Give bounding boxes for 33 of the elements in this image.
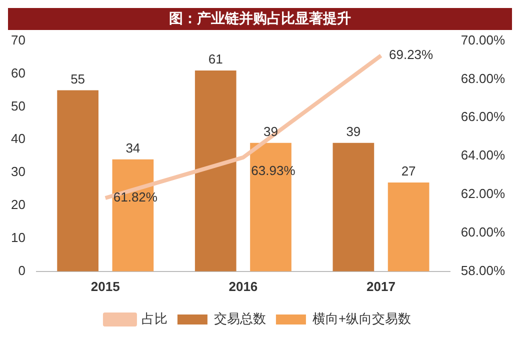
y-tick-label: 50 xyxy=(10,98,26,114)
y2-tick-label: 68.00% xyxy=(460,70,506,86)
x-tick-label: 2016 xyxy=(228,278,258,294)
y-tick-label: 20 xyxy=(10,197,26,212)
legend-label: 横向+纵向交易数 xyxy=(312,311,412,326)
y-tick-label: 0 xyxy=(18,262,26,278)
y2-tick-label: 66.00% xyxy=(460,109,506,124)
x-tick-label: 2017 xyxy=(366,278,396,294)
data-label: 27 xyxy=(401,164,416,179)
y-tick-label: 70 xyxy=(10,32,26,48)
y2-tick-label: 60.00% xyxy=(460,224,506,240)
bar xyxy=(57,90,98,272)
y2-tick-label: 62.00% xyxy=(460,186,506,202)
y2-tick-label: 70.00% xyxy=(460,32,506,48)
data-label: 69.23% xyxy=(389,47,434,62)
data-label: 39 xyxy=(346,124,361,139)
y-tick-label: 30 xyxy=(10,164,26,180)
y-tick-label: 60 xyxy=(10,65,26,80)
legend-label: 占比 xyxy=(141,311,168,326)
x-tick-label: 2015 xyxy=(90,278,120,294)
data-label: 61 xyxy=(208,52,223,67)
bar xyxy=(388,182,430,272)
y2-tick-label: 64.00% xyxy=(460,148,506,163)
data-label: 39 xyxy=(264,124,278,139)
bar xyxy=(332,142,374,272)
data-label: 55 xyxy=(70,71,86,86)
chart-title: 图：产业链并购占比显著提升 xyxy=(8,8,512,30)
y-tick-label: 40 xyxy=(10,131,26,146)
data-label: 34 xyxy=(126,140,140,156)
legend-label: 交易总数 xyxy=(214,311,266,326)
y2-tick-label: 58.00% xyxy=(460,262,506,278)
y-tick-label: 10 xyxy=(10,230,26,246)
bar xyxy=(194,70,236,272)
